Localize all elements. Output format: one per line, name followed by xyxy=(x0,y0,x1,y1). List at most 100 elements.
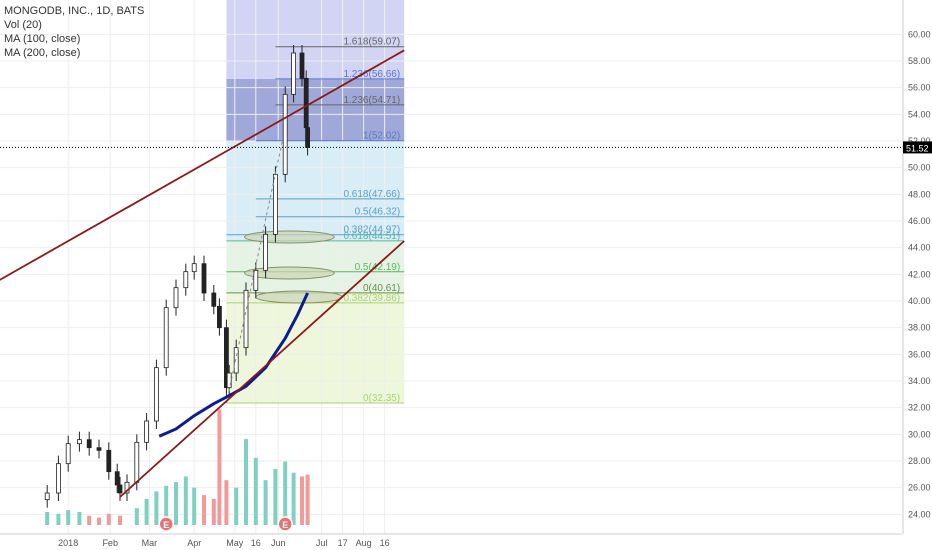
support-ellipse xyxy=(255,290,344,304)
y-tick-label: 34.00 xyxy=(908,376,931,386)
fib-label: 0.5(46.32) xyxy=(355,207,401,218)
candle-body xyxy=(211,292,217,307)
candle-body xyxy=(56,463,61,494)
y-tick-label: 50.00 xyxy=(908,163,931,173)
volume-bar xyxy=(305,474,310,525)
candle-body xyxy=(173,287,179,309)
candle-body xyxy=(233,347,239,374)
fib-label: 0(32.35) xyxy=(363,393,400,404)
y-tick-label: 48.00 xyxy=(908,189,931,199)
y-tick-label: 28.00 xyxy=(908,456,931,466)
volume-bar xyxy=(118,515,122,525)
volume-bar xyxy=(134,508,139,525)
candle-body xyxy=(253,269,259,291)
volume-bar xyxy=(283,461,288,525)
y-tick-label: 32.00 xyxy=(908,403,931,413)
x-tick-label: Feb xyxy=(102,538,118,548)
volume-bar xyxy=(211,498,216,525)
legend-volume: Vol (20) xyxy=(4,19,42,31)
volume-bar xyxy=(291,472,296,525)
candle-body xyxy=(226,372,232,389)
fib-label: 1.236(56.66) xyxy=(343,69,400,80)
fib-label: 0.382(44.97) xyxy=(343,225,400,236)
volume-bar xyxy=(273,469,278,525)
candle-body xyxy=(114,471,120,486)
fib-label: 0.382(39.86) xyxy=(343,293,400,304)
y-tick-label: 26.00 xyxy=(908,483,931,493)
candles xyxy=(44,45,311,508)
candle-body xyxy=(77,439,82,445)
x-tick-label: 17 xyxy=(338,538,348,548)
volume-bar xyxy=(183,476,188,525)
y-tick-label: 30.00 xyxy=(908,429,931,439)
candle-body xyxy=(96,447,102,451)
earnings-label: E xyxy=(163,520,169,530)
fib-zones xyxy=(226,0,405,403)
y-tick-label: 40.00 xyxy=(908,296,931,306)
candle-body xyxy=(86,439,92,449)
volume-bar xyxy=(192,487,197,525)
candle-body xyxy=(117,484,123,494)
y-tick-label: 46.00 xyxy=(908,216,931,226)
grid xyxy=(0,0,902,534)
y-tick-label: 56.00 xyxy=(908,83,931,93)
x-tick-label: Jun xyxy=(271,538,286,548)
last-price-tag xyxy=(903,141,932,154)
candle-body xyxy=(134,441,140,483)
candle-body xyxy=(223,327,229,389)
trend-channel xyxy=(0,49,405,498)
candle-body xyxy=(144,420,150,443)
volume-bar xyxy=(154,491,159,525)
y-tick-label: 24.00 xyxy=(908,509,931,519)
volume-bar xyxy=(106,513,111,525)
y-tick-label: 42.00 xyxy=(908,269,931,279)
fib-label: 0(40.61) xyxy=(363,283,400,294)
candle-body xyxy=(299,52,305,79)
candle-body xyxy=(263,233,269,271)
candle-body xyxy=(201,263,207,294)
earnings-marker xyxy=(158,516,174,532)
candle-body xyxy=(65,443,71,465)
volume-bar xyxy=(217,409,222,525)
y-tick-label: 36.00 xyxy=(908,349,931,359)
candle-body xyxy=(291,52,297,95)
x-tick-label: Jul xyxy=(316,538,328,548)
volume-bar xyxy=(87,515,92,525)
legend-ma200: MA (200, close) xyxy=(4,47,81,59)
x-tick-label: Apr xyxy=(187,538,201,548)
fib-label: 1.236(54.71) xyxy=(343,95,400,106)
x-tick-label: 16 xyxy=(380,538,390,548)
earnings-label: E xyxy=(282,520,288,530)
fib-label: 1(52.02) xyxy=(363,131,400,142)
legend-symbol: MONGODB, INC., 1D, BATS xyxy=(4,5,145,17)
y-tick-label: 54.00 xyxy=(908,109,931,119)
fib-label: 0.5(42.19) xyxy=(355,262,401,273)
candle-body xyxy=(272,173,278,235)
volume-bar xyxy=(263,480,268,525)
fib-band xyxy=(226,302,405,403)
chart-legend: MONGODB, INC., 1D, BATS Vol (20) MA (100… xyxy=(4,4,144,60)
channel-lower xyxy=(119,240,405,498)
fib-band xyxy=(226,198,405,217)
fib-label: 1.618(59.07) xyxy=(343,37,400,48)
candle-body xyxy=(124,481,130,494)
candle-body xyxy=(282,93,288,175)
volume-bars xyxy=(45,409,310,525)
candle-body xyxy=(163,307,169,369)
x-tick-label: Aug xyxy=(356,538,372,548)
volume-bar xyxy=(253,457,258,525)
support-ellipse xyxy=(244,230,335,244)
candle-body xyxy=(153,367,159,422)
volume-bar xyxy=(66,510,71,525)
last-price-label: 51.52 xyxy=(906,143,929,153)
fib-label: 0.618(44.51) xyxy=(343,231,400,242)
candle-body xyxy=(106,449,112,473)
y-tick-label: 38.00 xyxy=(908,323,931,333)
volume-bar xyxy=(174,482,178,525)
y-tick-label: 52.00 xyxy=(908,136,931,146)
earnings-marker xyxy=(277,516,293,532)
y-tick-label: 44.00 xyxy=(908,243,931,253)
x-tick-label: 16 xyxy=(251,538,261,548)
